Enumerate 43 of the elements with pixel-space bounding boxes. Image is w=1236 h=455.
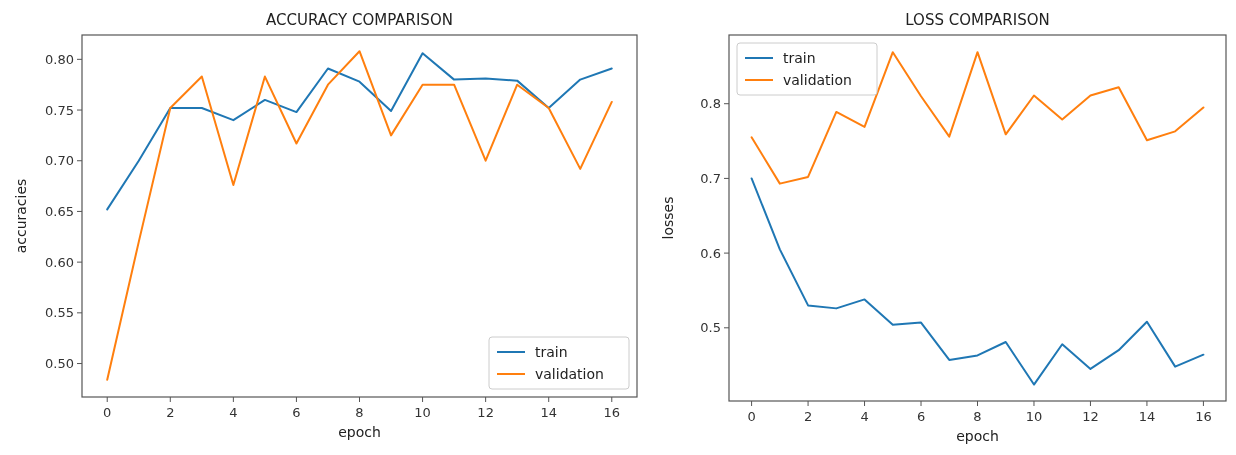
y-tick-label: 0.80 <box>45 51 74 67</box>
y-tick-label: 0.60 <box>45 254 74 270</box>
x-tick-label: 4 <box>860 409 869 424</box>
y-axis-title: accuracies <box>13 178 29 254</box>
x-tick-label: 10 <box>414 405 431 420</box>
line-series <box>750 51 1205 185</box>
x-tick-label: 6 <box>292 405 301 420</box>
y-tick-label: 0.50 <box>45 356 74 372</box>
chart-title: LOSS COMPARISON <box>905 11 1050 29</box>
y-tick-label: 0.5 <box>700 320 721 336</box>
x-tick-label: 12 <box>477 405 494 420</box>
legend-label: validation <box>783 72 852 88</box>
y-tick-label: 0.70 <box>45 153 74 169</box>
x-tick-label: 16 <box>1195 409 1212 424</box>
y-tick-label: 0.7 <box>700 170 721 186</box>
x-tick-label: 0 <box>747 409 756 424</box>
x-tick-label: 2 <box>166 405 175 420</box>
line-series <box>106 52 613 211</box>
x-tick-label: 2 <box>803 409 813 424</box>
x-tick-label: 16 <box>603 405 621 420</box>
line-series <box>750 177 1205 386</box>
x-tick-label: 0 <box>103 405 112 420</box>
y-tick-label: 0.6 <box>700 245 721 261</box>
chart-title: ACCURACY COMPARISON <box>266 11 453 29</box>
x-tick-label: 14 <box>1138 409 1156 424</box>
x-tick-label: 12 <box>1082 409 1099 424</box>
legend-label: validation <box>535 366 604 382</box>
x-tick-label: 8 <box>973 409 982 424</box>
y-tick-label: 0.8 <box>700 96 721 112</box>
legend-label: train <box>783 50 816 66</box>
x-tick-label: 4 <box>229 405 238 420</box>
x-axis-title: epoch <box>338 424 381 440</box>
y-tick-label: 0.55 <box>45 305 74 321</box>
x-tick-label: 14 <box>540 405 557 420</box>
x-axis-title: epoch <box>956 428 999 444</box>
x-tick-label: 10 <box>1025 409 1043 424</box>
y-tick-label: 0.65 <box>45 203 74 219</box>
legend-label: train <box>535 344 568 360</box>
line-series <box>106 50 613 381</box>
x-tick-label: 8 <box>355 405 364 420</box>
y-tick-label: 0.75 <box>45 102 74 118</box>
y-axis-title: losses <box>660 196 676 240</box>
x-tick-label: 6 <box>916 409 926 424</box>
